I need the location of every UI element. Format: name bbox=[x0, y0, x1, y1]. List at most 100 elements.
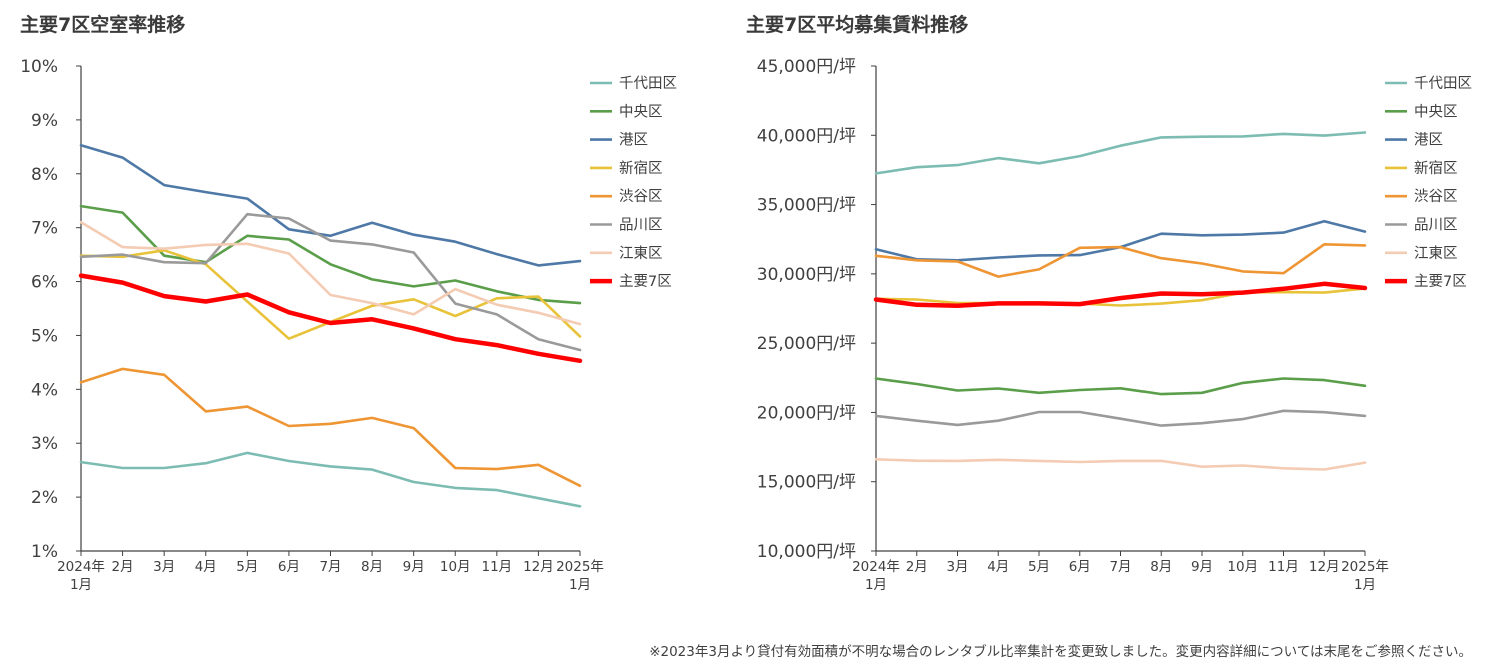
chart-title-rent: 主要7区平均募集賃料推移 bbox=[746, 14, 969, 36]
rent-legend-label: 千代田区 bbox=[1414, 75, 1472, 92]
vacancy-x-tick-line: 1月 bbox=[70, 577, 92, 593]
rent-y-tick-label: 25,000円/坪 bbox=[757, 334, 856, 354]
vacancy-x-tick-label: 2月 bbox=[112, 559, 134, 575]
vacancy-x-tick-label: 3月 bbox=[153, 559, 175, 575]
rent-x-tick-label: 2月 bbox=[906, 559, 928, 575]
rent-legend-label: 港区 bbox=[1414, 132, 1443, 149]
vacancy-x-tick-line: 2025年 bbox=[556, 559, 604, 575]
rent-legend-label: 中央区 bbox=[1414, 103, 1458, 120]
vacancy-y-tick-label: 10% bbox=[20, 57, 58, 77]
rent-legend-label: 新宿区 bbox=[1414, 160, 1458, 177]
rent-x-tick-label: 10月 bbox=[1227, 559, 1258, 575]
rent-y-tick-label: 10,000円/坪 bbox=[757, 542, 856, 562]
rent-x-tick-line: 12月 bbox=[1309, 559, 1340, 575]
rent-series-line-7 bbox=[873, 281, 1368, 308]
vacancy-x-tick-line: 10月 bbox=[440, 559, 471, 575]
vacancy-x-tick-line: 4月 bbox=[195, 559, 217, 575]
vacancy-series-line-7 bbox=[78, 273, 583, 364]
rent-x-tick-label: 2025年 1月 bbox=[1341, 559, 1389, 593]
rent-x-tick-line: 2月 bbox=[906, 559, 928, 575]
rent-x-tick-line: 7月 bbox=[1109, 559, 1131, 575]
rent-series-line-6 bbox=[874, 457, 1367, 471]
vacancy-x-tick-label: 4月 bbox=[195, 559, 217, 575]
rent-series-line-3 bbox=[874, 287, 1367, 307]
vacancy-y-tick-label: 7% bbox=[31, 219, 58, 239]
rent-x-tick-label: 4月 bbox=[987, 559, 1009, 575]
vacancy-x-tick-label: 7月 bbox=[319, 559, 341, 575]
vacancy-y-tick-label: 1% bbox=[31, 542, 58, 562]
vacancy-x-tick-label: 8月 bbox=[361, 559, 383, 575]
vacancy-x-tick-line: 2024年 bbox=[57, 559, 105, 575]
vacancy-legend-label: 千代田区 bbox=[619, 75, 677, 92]
vacancy-x-tick-label: 2025年 1月 bbox=[556, 559, 604, 593]
vacancy-x-tick-line: 1月 bbox=[569, 577, 591, 593]
rent-y-tick-label: 15,000円/坪 bbox=[757, 473, 856, 493]
rent-y-tick-label: 45,000円/坪 bbox=[757, 57, 856, 77]
vacancy-y-tick-label: 6% bbox=[31, 273, 58, 293]
vacancy-x-tick-label: 12月 bbox=[523, 559, 554, 575]
vacancy-x-tick-line: 9月 bbox=[403, 559, 425, 575]
rent-x-tick-line: 4月 bbox=[987, 559, 1009, 575]
vacancy-series-line-2 bbox=[79, 143, 582, 267]
vacancy-series-line-4 bbox=[79, 367, 582, 488]
vacancy-series-line-5 bbox=[79, 212, 582, 352]
vacancy-legend-label: 主要7区 bbox=[619, 273, 672, 290]
rent-series-line-4 bbox=[874, 243, 1367, 278]
vacancy-series-line-0 bbox=[79, 451, 582, 508]
rent-x-tick-line: 1月 bbox=[865, 577, 887, 593]
rent-series-line-5 bbox=[874, 409, 1367, 427]
rent-legend-label: 品川区 bbox=[1414, 217, 1458, 234]
vacancy-y-tick-label: 8% bbox=[31, 165, 58, 185]
rent-y-tick-label: 35,000円/坪 bbox=[757, 196, 856, 216]
rent-x-tick-line: 6月 bbox=[1069, 559, 1091, 575]
vacancy-series-line-6 bbox=[79, 221, 582, 326]
rent-y-tick-label: 30,000円/坪 bbox=[757, 265, 856, 285]
rent-x-tick-line: 9月 bbox=[1191, 559, 1213, 575]
vacancy-x-tick-label: 9月 bbox=[403, 559, 425, 575]
vacancy-x-tick-line: 8月 bbox=[361, 559, 383, 575]
vacancy-legend-label: 江東区 bbox=[619, 245, 663, 262]
rent-y-tick-label: 20,000円/坪 bbox=[757, 403, 856, 423]
rent-y-tick-label: 40,000円/坪 bbox=[757, 126, 856, 146]
rent-x-tick-line: 2025年 bbox=[1341, 559, 1389, 575]
vacancy-x-tick-label: 2024年 1月 bbox=[57, 559, 105, 593]
vacancy-x-tick-line: 12月 bbox=[523, 559, 554, 575]
vacancy-series-line-1 bbox=[79, 204, 582, 305]
rent-x-tick-line: 10月 bbox=[1227, 559, 1258, 575]
vacancy-x-tick-label: 10月 bbox=[440, 559, 471, 575]
rent-x-tick-label: 2024年 1月 bbox=[852, 559, 900, 593]
vacancy-x-tick-line: 11月 bbox=[481, 559, 512, 575]
vacancy-y-tick-label: 3% bbox=[31, 434, 58, 454]
vacancy-legend-label: 中央区 bbox=[619, 103, 663, 120]
vacancy-x-tick-line: 2月 bbox=[112, 559, 134, 575]
vacancy-x-tick-line: 7月 bbox=[319, 559, 341, 575]
vacancy-x-tick-line: 6月 bbox=[278, 559, 300, 575]
vacancy-y-tick-label: 9% bbox=[31, 111, 58, 131]
vacancy-y-tick-label: 4% bbox=[31, 380, 58, 400]
vacancy-x-tick-label: 5月 bbox=[236, 559, 258, 575]
rent-x-tick-line: 1月 bbox=[1354, 577, 1376, 593]
rent-x-tick-line: 2024年 bbox=[852, 559, 900, 575]
rent-x-tick-line: 11月 bbox=[1268, 559, 1299, 575]
rent-x-tick-label: 6月 bbox=[1069, 559, 1091, 575]
vacancy-legend-label: 渋谷区 bbox=[619, 188, 663, 205]
vacancy-x-tick-label: 11月 bbox=[481, 559, 512, 575]
rent-series-line-1 bbox=[874, 377, 1367, 396]
vacancy-x-tick-label: 6月 bbox=[278, 559, 300, 575]
vacancy-x-tick-line: 3月 bbox=[153, 559, 175, 575]
rent-x-tick-line: 3月 bbox=[946, 559, 968, 575]
vacancy-x-tick-line: 5月 bbox=[236, 559, 258, 575]
rent-series-line-2 bbox=[874, 219, 1367, 262]
rent-legend-label: 主要7区 bbox=[1414, 273, 1467, 290]
rent-x-tick-label: 9月 bbox=[1191, 559, 1213, 575]
rent-x-tick-line: 5月 bbox=[1028, 559, 1050, 575]
vacancy-y-tick-label: 5% bbox=[31, 326, 58, 346]
rent-x-tick-label: 11月 bbox=[1268, 559, 1299, 575]
rent-legend-label: 渋谷区 bbox=[1414, 188, 1458, 205]
rent-x-tick-label: 8月 bbox=[1150, 559, 1172, 575]
rent-x-tick-label: 12月 bbox=[1309, 559, 1340, 575]
rent-x-tick-label: 3月 bbox=[946, 559, 968, 575]
rent-series-line-0 bbox=[874, 131, 1367, 175]
vacancy-y-tick-label: 2% bbox=[31, 488, 58, 508]
